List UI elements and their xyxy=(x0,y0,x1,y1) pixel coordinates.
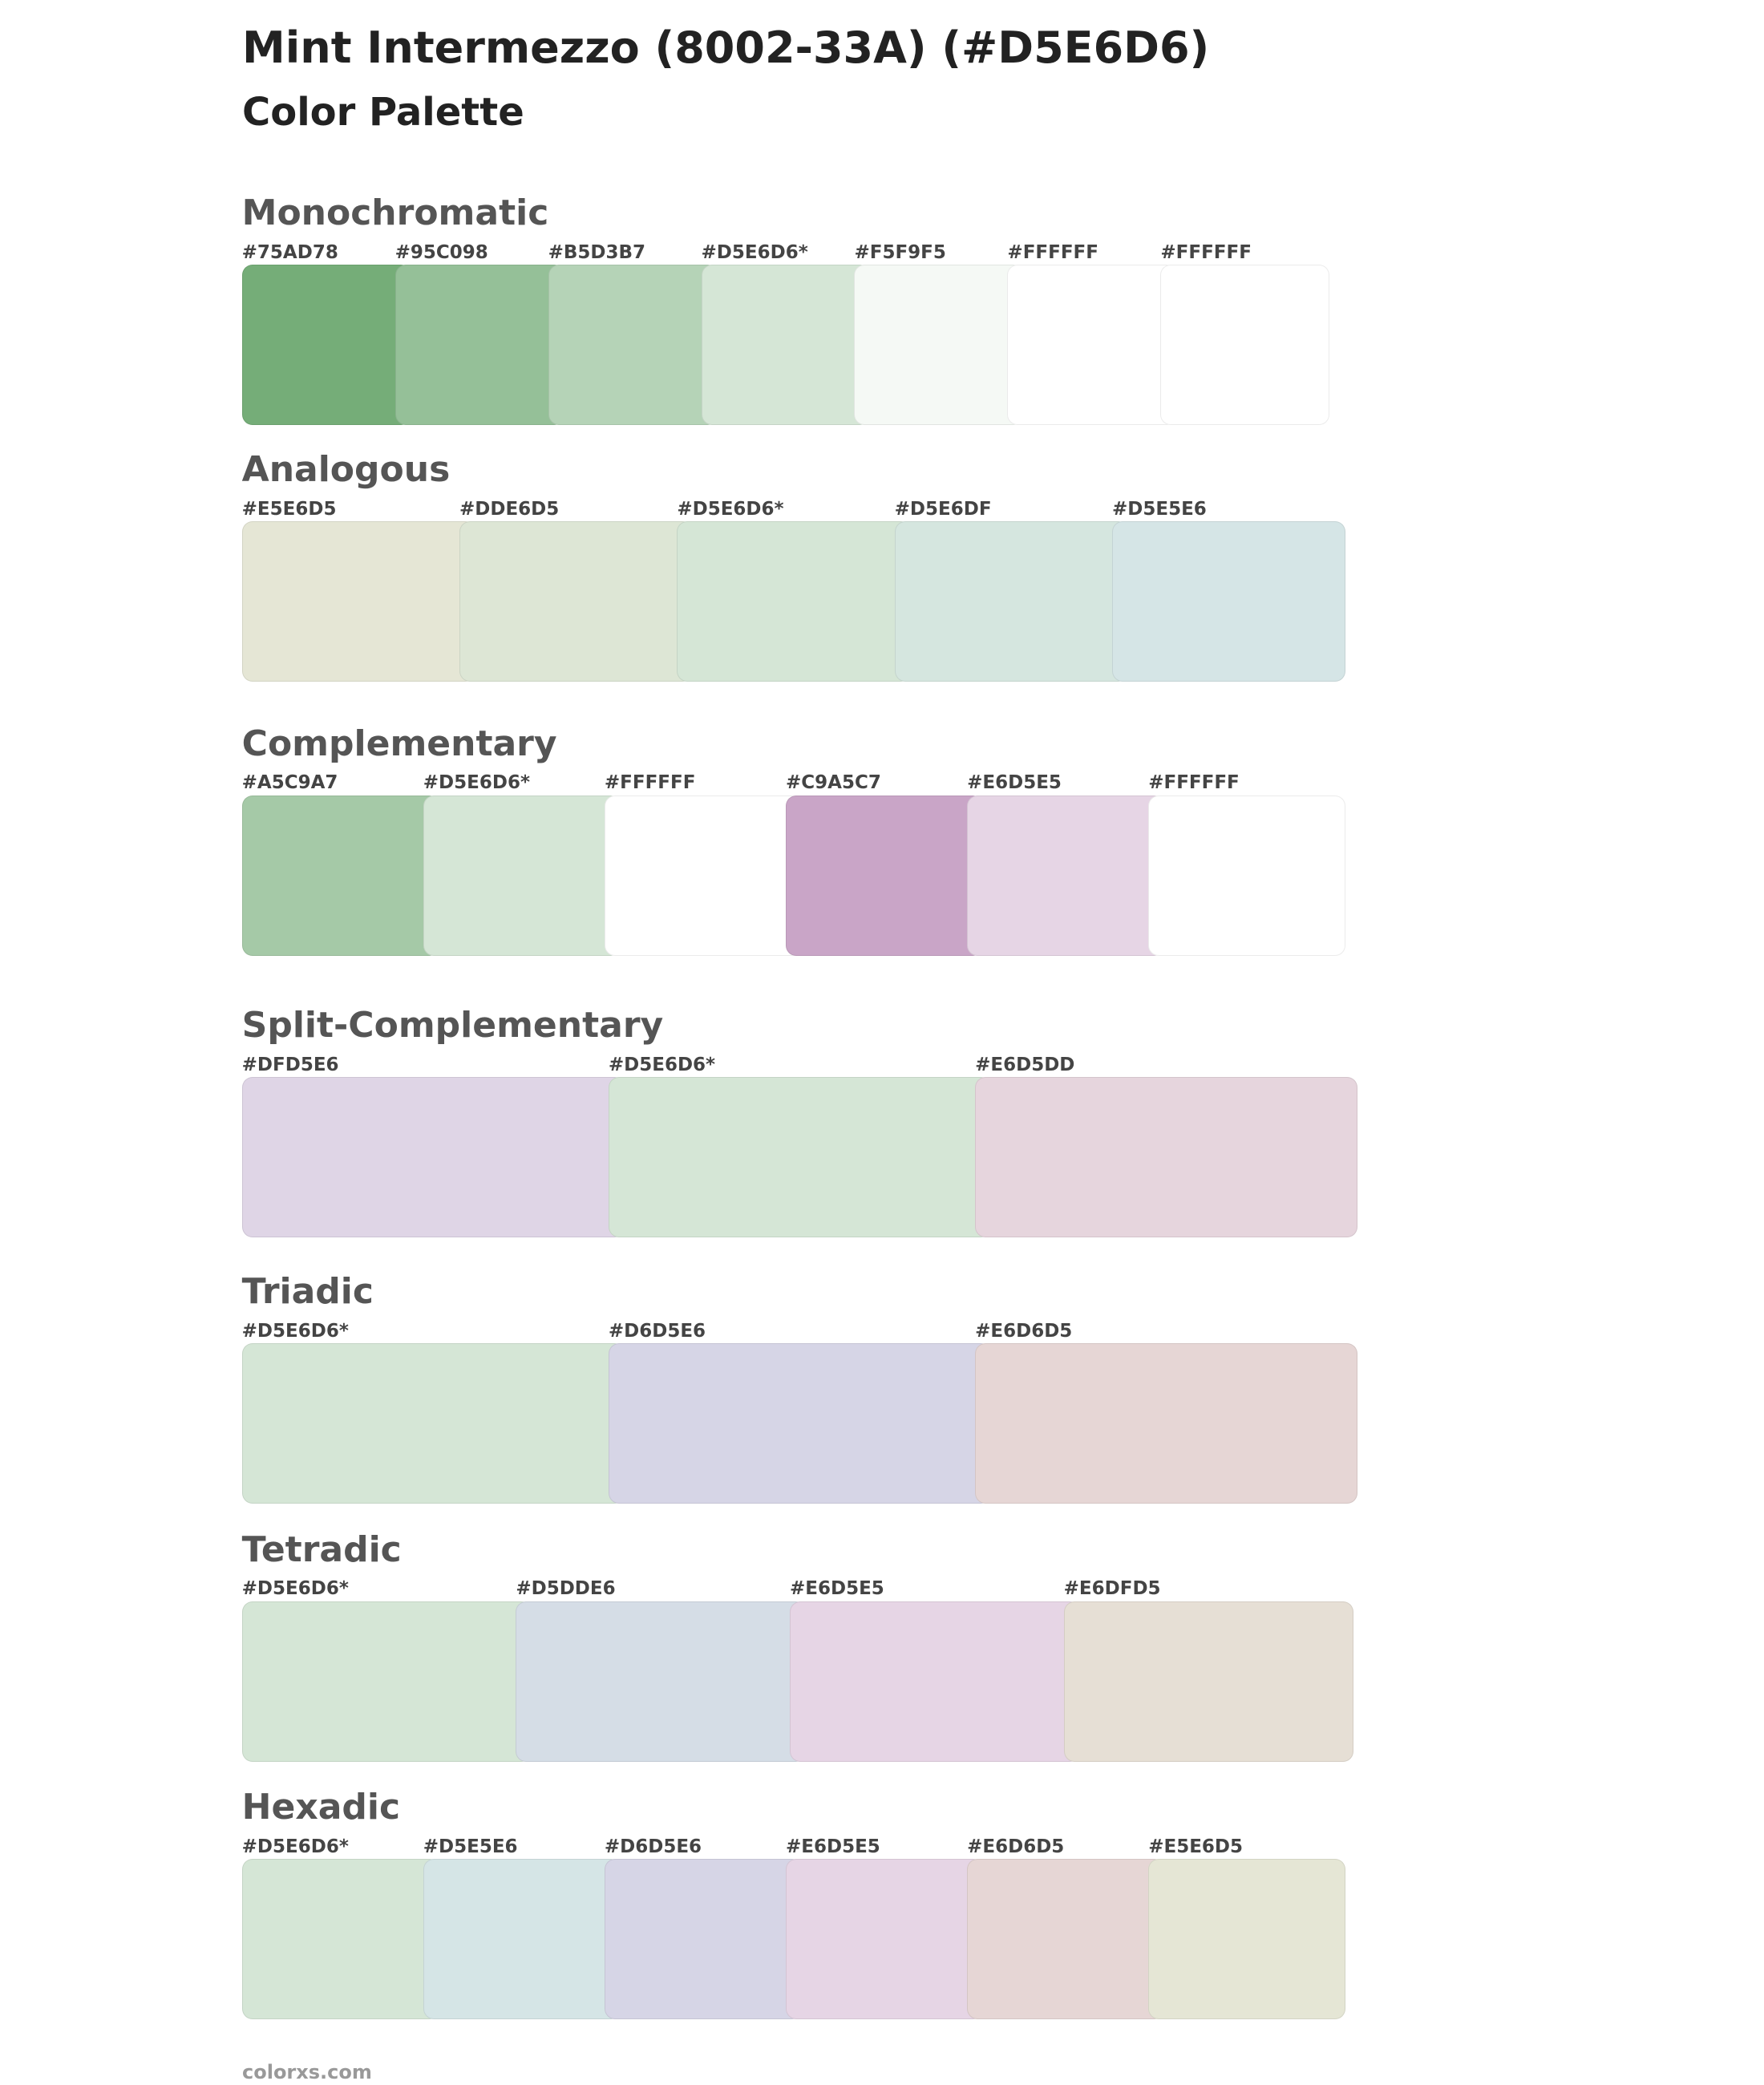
swatch-label: #A5C9A7 xyxy=(241,772,338,794)
swatch-label: #D5DDE6 xyxy=(516,1578,616,1600)
color-swatch xyxy=(1112,521,1346,682)
swatch-label: #D5E6D6* xyxy=(241,1836,349,1857)
page-title: Mint Intermezzo (8002-33A) (#D5E6D6) xyxy=(242,22,1210,73)
swatch-label: #D5E6D6* xyxy=(701,241,808,263)
color-swatch xyxy=(786,795,984,956)
section-heading: Hexadic xyxy=(241,1787,401,1828)
color-swatch xyxy=(967,795,1165,956)
swatch-label: #E5E6D5 xyxy=(241,498,337,520)
swatch-label: #D5E6D6* xyxy=(608,1055,716,1075)
swatch-label: #E6D5E5 xyxy=(967,772,1062,794)
color-swatch xyxy=(967,1859,1165,2020)
section-heading: Complementary xyxy=(241,723,557,764)
swatch-label: #E5E6D5 xyxy=(1148,1836,1244,1857)
color-swatch xyxy=(241,1601,532,1762)
swatch-label: #DDE6D5 xyxy=(459,498,560,520)
swatch-label: #FFFFFF xyxy=(604,772,696,794)
color-swatch xyxy=(790,1601,1080,1762)
color-swatch xyxy=(608,1077,992,1238)
color-swatch xyxy=(241,265,411,425)
color-swatch xyxy=(1063,1601,1354,1762)
color-swatch xyxy=(677,521,911,682)
color-swatch xyxy=(548,265,718,425)
swatch-label: #DFD5E6 xyxy=(241,1055,339,1075)
color-swatch xyxy=(459,521,694,682)
swatch-label: #E6DFD5 xyxy=(1063,1578,1161,1600)
swatch-label: #E6D5DD xyxy=(975,1055,1075,1075)
page-subtitle: Color Palette xyxy=(242,90,524,135)
footer-link[interactable]: colorxs.com xyxy=(242,2061,372,2083)
swatch-label: #FFFFFF xyxy=(1007,241,1098,263)
color-swatch xyxy=(394,265,564,425)
swatch-label: #E6D5E5 xyxy=(790,1578,884,1600)
swatch-label: #C9A5C7 xyxy=(786,772,881,794)
section-heading: Triadic xyxy=(241,1271,374,1312)
swatch-label: #D5E6D6* xyxy=(241,1578,349,1600)
swatch-label: #E6D6D5 xyxy=(975,1320,1073,1342)
section-heading: Analogous xyxy=(241,449,451,490)
color-swatch xyxy=(241,1343,625,1504)
swatch-label: #B5D3B7 xyxy=(548,241,645,263)
color-swatch xyxy=(241,521,475,682)
color-swatch xyxy=(423,1859,621,2020)
color-swatch xyxy=(1148,1859,1346,2020)
color-swatch xyxy=(786,1859,984,2020)
section-heading: Monochromatic xyxy=(241,192,549,233)
color-swatch xyxy=(1007,265,1177,425)
color-swatch xyxy=(241,795,439,956)
color-swatch xyxy=(975,1343,1358,1504)
section-heading: Tetradic xyxy=(241,1528,402,1570)
swatch-label: #D5E6D6* xyxy=(677,498,784,520)
color-swatch xyxy=(975,1077,1358,1238)
swatch-label: #FFFFFF xyxy=(1148,772,1240,794)
color-swatch xyxy=(423,795,621,956)
swatch-label: #E6D6D5 xyxy=(967,1836,1065,1857)
color-swatch xyxy=(1160,265,1330,425)
color-swatch xyxy=(604,795,802,956)
color-swatch xyxy=(854,265,1024,425)
color-swatch xyxy=(516,1601,806,1762)
swatch-label: #D6D5E6 xyxy=(604,1836,702,1857)
color-swatch xyxy=(604,1859,802,2020)
swatch-label: #D5E5E6 xyxy=(1112,498,1207,520)
color-swatch xyxy=(1148,795,1346,956)
color-swatch xyxy=(894,521,1128,682)
swatch-label: #95C098 xyxy=(394,241,488,263)
section-heading: Split-Complementary xyxy=(241,1005,664,1047)
color-swatch xyxy=(608,1343,992,1504)
swatch-label: #D6D5E6 xyxy=(608,1320,706,1342)
swatch-label: #F5F9F5 xyxy=(854,241,946,263)
swatch-label: #D5E6D6* xyxy=(423,772,530,794)
swatch-label: #E6D5E5 xyxy=(786,1836,880,1857)
swatch-label: #D5E6D6* xyxy=(241,1320,349,1342)
color-swatch xyxy=(241,1077,625,1238)
swatch-label: #75AD78 xyxy=(241,241,338,263)
swatch-label: #D5E6DF xyxy=(894,498,992,520)
color-swatch xyxy=(241,1859,439,2020)
swatch-label: #D5E5E6 xyxy=(423,1836,518,1857)
swatch-label: #FFFFFF xyxy=(1160,241,1252,263)
color-swatch xyxy=(701,265,871,425)
